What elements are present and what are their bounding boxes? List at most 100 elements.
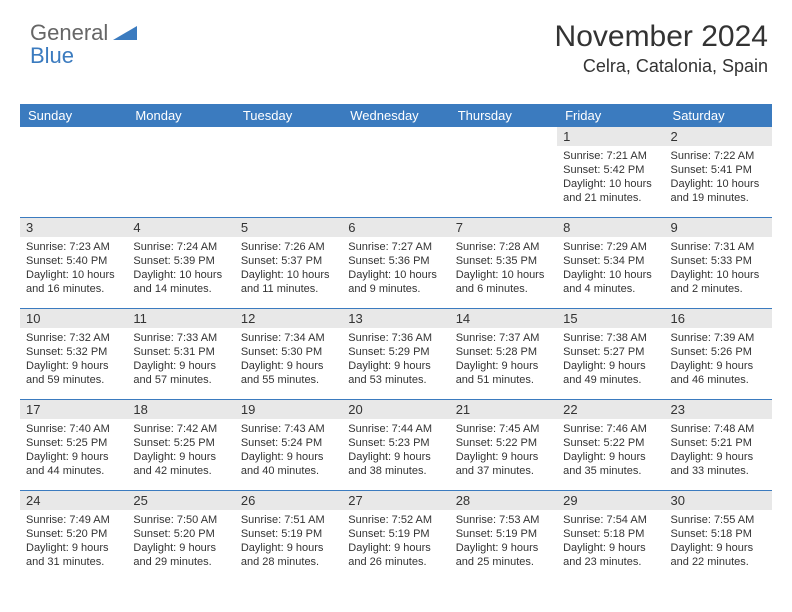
day-number: 6 — [342, 218, 449, 237]
page-title: November 2024 — [555, 20, 768, 54]
day-sunrise: Sunrise: 7:38 AM — [563, 331, 658, 345]
day-sunrise: Sunrise: 7:33 AM — [133, 331, 228, 345]
day-daylight1: Daylight: 9 hours — [456, 359, 551, 373]
day-daylight2: and 28 minutes. — [241, 555, 336, 569]
day-cell: 12Sunrise: 7:34 AMSunset: 5:30 PMDayligh… — [235, 309, 342, 399]
day-sunset: Sunset: 5:19 PM — [241, 527, 336, 541]
week-row: 24Sunrise: 7:49 AMSunset: 5:20 PMDayligh… — [20, 490, 772, 581]
weekday-header: Tuesday — [235, 104, 342, 127]
day-sunset: Sunset: 5:42 PM — [563, 163, 658, 177]
day-body: Sunrise: 7:31 AMSunset: 5:33 PMDaylight:… — [665, 237, 772, 302]
day-daylight2: and 33 minutes. — [671, 464, 766, 478]
day-daylight1: Daylight: 9 hours — [133, 450, 228, 464]
weekday-header: Monday — [127, 104, 234, 127]
day-daylight1: Daylight: 10 hours — [671, 177, 766, 191]
day-sunset: Sunset: 5:21 PM — [671, 436, 766, 450]
day-sunrise: Sunrise: 7:36 AM — [348, 331, 443, 345]
day-cell: 2Sunrise: 7:22 AMSunset: 5:41 PMDaylight… — [665, 127, 772, 217]
day-body: Sunrise: 7:40 AMSunset: 5:25 PMDaylight:… — [20, 419, 127, 484]
day-sunset: Sunset: 5:33 PM — [671, 254, 766, 268]
day-sunrise: Sunrise: 7:23 AM — [26, 240, 121, 254]
day-sunrise: Sunrise: 7:48 AM — [671, 422, 766, 436]
day-daylight2: and 19 minutes. — [671, 191, 766, 205]
day-sunrise: Sunrise: 7:51 AM — [241, 513, 336, 527]
day-body: Sunrise: 7:42 AMSunset: 5:25 PMDaylight:… — [127, 419, 234, 484]
day-daylight2: and 4 minutes. — [563, 282, 658, 296]
day-sunset: Sunset: 5:28 PM — [456, 345, 551, 359]
day-daylight1: Daylight: 10 hours — [348, 268, 443, 282]
day-daylight2: and 59 minutes. — [26, 373, 121, 387]
day-body: Sunrise: 7:23 AMSunset: 5:40 PMDaylight:… — [20, 237, 127, 302]
day-body: Sunrise: 7:55 AMSunset: 5:18 PMDaylight:… — [665, 510, 772, 575]
day-body: Sunrise: 7:37 AMSunset: 5:28 PMDaylight:… — [450, 328, 557, 393]
day-sunrise: Sunrise: 7:55 AM — [671, 513, 766, 527]
day-daylight1: Daylight: 9 hours — [26, 541, 121, 555]
day-body: Sunrise: 7:21 AMSunset: 5:42 PMDaylight:… — [557, 146, 664, 211]
day-sunset: Sunset: 5:24 PM — [241, 436, 336, 450]
day-number: 8 — [557, 218, 664, 237]
day-body: Sunrise: 7:29 AMSunset: 5:34 PMDaylight:… — [557, 237, 664, 302]
day-daylight1: Daylight: 10 hours — [133, 268, 228, 282]
day-number: 25 — [127, 491, 234, 510]
brand-text-2: Blue — [30, 43, 74, 68]
day-body: Sunrise: 7:45 AMSunset: 5:22 PMDaylight:… — [450, 419, 557, 484]
day-cell: 27Sunrise: 7:52 AMSunset: 5:19 PMDayligh… — [342, 491, 449, 581]
day-cell: 4Sunrise: 7:24 AMSunset: 5:39 PMDaylight… — [127, 218, 234, 308]
day-sunset: Sunset: 5:32 PM — [26, 345, 121, 359]
day-sunrise: Sunrise: 7:26 AM — [241, 240, 336, 254]
day-sunrise: Sunrise: 7:37 AM — [456, 331, 551, 345]
day-daylight2: and 57 minutes. — [133, 373, 228, 387]
day-sunset: Sunset: 5:20 PM — [26, 527, 121, 541]
day-cell: 20Sunrise: 7:44 AMSunset: 5:23 PMDayligh… — [342, 400, 449, 490]
day-daylight2: and 44 minutes. — [26, 464, 121, 478]
day-body: Sunrise: 7:33 AMSunset: 5:31 PMDaylight:… — [127, 328, 234, 393]
day-number: 13 — [342, 309, 449, 328]
day-sunrise: Sunrise: 7:43 AM — [241, 422, 336, 436]
day-sunrise: Sunrise: 7:27 AM — [348, 240, 443, 254]
day-sunset: Sunset: 5:22 PM — [563, 436, 658, 450]
day-sunrise: Sunrise: 7:21 AM — [563, 149, 658, 163]
day-daylight1: Daylight: 9 hours — [671, 359, 766, 373]
day-sunset: Sunset: 5:27 PM — [563, 345, 658, 359]
day-number: 22 — [557, 400, 664, 419]
day-daylight2: and 46 minutes. — [671, 373, 766, 387]
day-cell: 5Sunrise: 7:26 AMSunset: 5:37 PMDaylight… — [235, 218, 342, 308]
header-right: November 2024 Celra, Catalonia, Spain — [555, 20, 768, 77]
day-daylight1: Daylight: 9 hours — [456, 450, 551, 464]
day-sunset: Sunset: 5:39 PM — [133, 254, 228, 268]
day-body: Sunrise: 7:26 AMSunset: 5:37 PMDaylight:… — [235, 237, 342, 302]
day-body: Sunrise: 7:43 AMSunset: 5:24 PMDaylight:… — [235, 419, 342, 484]
day-sunset: Sunset: 5:23 PM — [348, 436, 443, 450]
day-sunrise: Sunrise: 7:52 AM — [348, 513, 443, 527]
day-cell: 6Sunrise: 7:27 AMSunset: 5:36 PMDaylight… — [342, 218, 449, 308]
day-body: Sunrise: 7:49 AMSunset: 5:20 PMDaylight:… — [20, 510, 127, 575]
day-cell: 16Sunrise: 7:39 AMSunset: 5:26 PMDayligh… — [665, 309, 772, 399]
day-body: Sunrise: 7:22 AMSunset: 5:41 PMDaylight:… — [665, 146, 772, 211]
day-daylight2: and 53 minutes. — [348, 373, 443, 387]
day-sunset: Sunset: 5:35 PM — [456, 254, 551, 268]
day-cell — [235, 127, 342, 217]
day-body: Sunrise: 7:27 AMSunset: 5:36 PMDaylight:… — [342, 237, 449, 302]
day-body: Sunrise: 7:24 AMSunset: 5:39 PMDaylight:… — [127, 237, 234, 302]
day-number: 19 — [235, 400, 342, 419]
day-daylight2: and 26 minutes. — [348, 555, 443, 569]
day-cell: 26Sunrise: 7:51 AMSunset: 5:19 PMDayligh… — [235, 491, 342, 581]
week-row: 3Sunrise: 7:23 AMSunset: 5:40 PMDaylight… — [20, 217, 772, 308]
day-body: Sunrise: 7:46 AMSunset: 5:22 PMDaylight:… — [557, 419, 664, 484]
day-sunset: Sunset: 5:40 PM — [26, 254, 121, 268]
day-daylight1: Daylight: 9 hours — [26, 450, 121, 464]
day-sunset: Sunset: 5:26 PM — [671, 345, 766, 359]
week-row: 10Sunrise: 7:32 AMSunset: 5:32 PMDayligh… — [20, 308, 772, 399]
day-daylight1: Daylight: 10 hours — [26, 268, 121, 282]
day-daylight1: Daylight: 9 hours — [563, 541, 658, 555]
day-number: 21 — [450, 400, 557, 419]
day-sunset: Sunset: 5:29 PM — [348, 345, 443, 359]
day-sunrise: Sunrise: 7:24 AM — [133, 240, 228, 254]
day-number: 11 — [127, 309, 234, 328]
day-daylight2: and 38 minutes. — [348, 464, 443, 478]
brand-triangle-icon — [113, 26, 137, 45]
day-daylight2: and 11 minutes. — [241, 282, 336, 296]
day-sunrise: Sunrise: 7:46 AM — [563, 422, 658, 436]
day-number: 7 — [450, 218, 557, 237]
day-cell — [450, 127, 557, 217]
